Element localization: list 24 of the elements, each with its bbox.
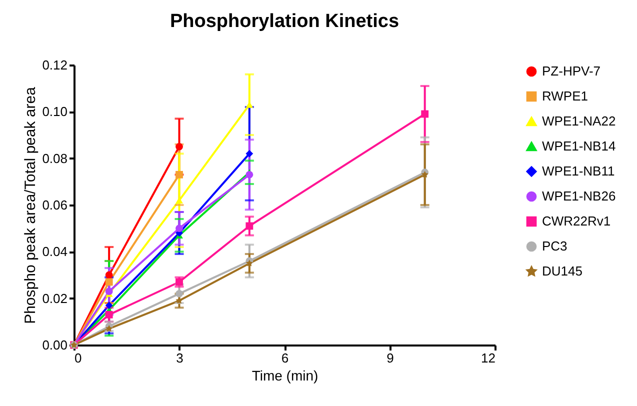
y-tick-label: 0.12 [42, 58, 68, 72]
y-tick-label: 0.02 [42, 290, 68, 306]
legend-label: DU145 [542, 264, 582, 278]
y-axis-title: Phospho peak area/Total peak area [22, 86, 40, 324]
legend-label: CWR22Rv1 [542, 214, 611, 228]
x-tick-label: 9 [386, 350, 394, 366]
x-tick-label: 12 [481, 350, 496, 366]
legend-label: RWPE1 [542, 88, 588, 104]
legend-label: PZ-HPV-7 [542, 64, 601, 78]
chart-title: Phosphorylation Kinetics [170, 11, 400, 32]
legend-label: WPE1-NA22 [542, 114, 616, 128]
legend-label: PC3 [542, 238, 568, 254]
y-tick-label: 0.00 [42, 338, 68, 352]
x-axis-title: Time (min) [252, 368, 318, 384]
y-tick-label: 0.04 [42, 244, 68, 260]
y-tick-label: 0.06 [42, 198, 68, 212]
x-tick-label: 3 [176, 350, 184, 366]
y-tick-label: 0.10 [42, 104, 68, 120]
x-tick-label: 6 [281, 350, 289, 366]
legend-label: WPE1-NB14 [542, 138, 616, 154]
y-tick-label: 0.08 [42, 150, 68, 166]
legend-label: WPE1-NB26 [542, 188, 616, 204]
legend-label: WPE1-NB11 [542, 164, 615, 178]
x-tick-label: 0 [74, 350, 82, 366]
